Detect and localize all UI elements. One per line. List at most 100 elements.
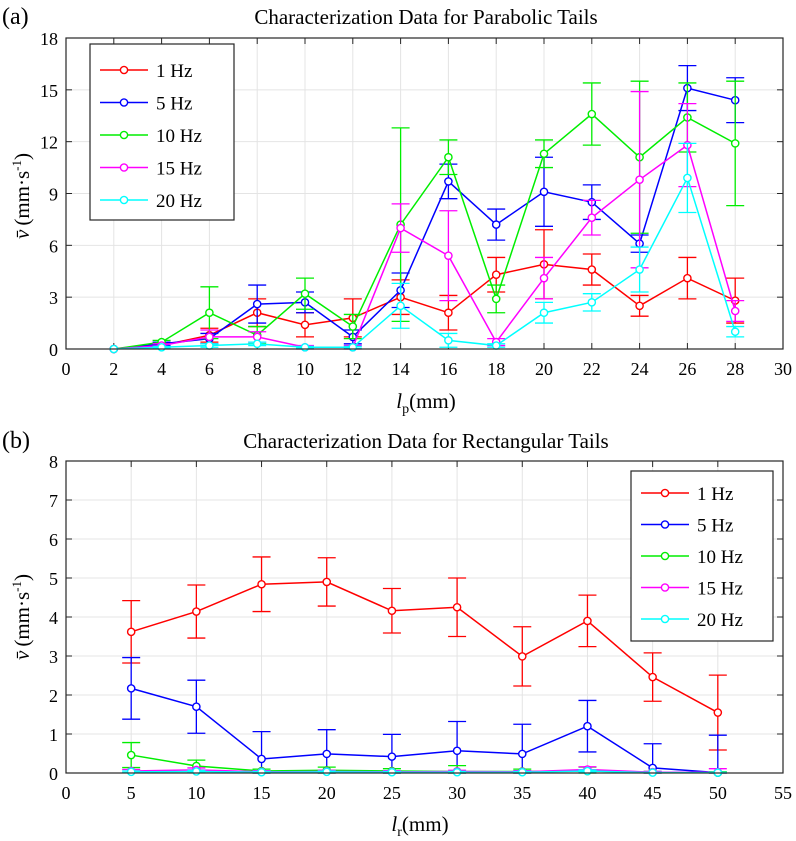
legend-label: 1 Hz [697,484,733,505]
legend-swatch-marker [119,65,129,75]
x-tick-label: 2 [109,359,118,379]
x-axis-label-a: lp(mm) [396,389,456,417]
x-tick-label: 20 [318,783,336,803]
chart-title-a: Characterization Data for Parabolic Tail… [254,5,597,29]
data-point [192,702,201,712]
x-tick-label: 12 [344,359,362,379]
y-tick-label: 8 [49,452,58,472]
x-tick-label: 10 [296,359,314,379]
panel-label-a: (a) [2,4,29,30]
data-point [252,299,262,309]
data-point [517,652,527,661]
data-point [257,579,266,589]
legend-a: 1 Hz 5 Hz 10 Hz 15 Hz 20 Hz [89,43,235,221]
data-point [583,721,592,731]
data-point [205,308,214,318]
legend-swatch-marker [119,98,129,107]
legend-item: 1 Hz [641,484,733,505]
y-axis-unit-exponent-a: -1 [9,160,24,171]
chart-title-b: Characterization Data for Rectangular Ta… [243,429,608,453]
legend-swatch-marker [119,195,129,205]
data-point [730,139,740,148]
y-tick-label: 0 [49,340,58,360]
data-point [300,320,310,330]
data-point [192,607,201,616]
y-axis-symbol-b: v̄ [10,650,34,660]
y-axis-unit-suffix-a: ) [10,153,34,160]
legend-swatch-marker [119,130,129,140]
data-point [517,749,527,759]
legend-item: 10 Hz [641,547,743,568]
legend-label: 20 Hz [156,191,202,212]
series-1hz [122,556,727,751]
x-tick-label: 0 [62,359,71,379]
data-point [126,627,136,637]
x-axis-subscript-b: r [397,825,402,840]
data-point [252,332,262,342]
legend-label: 5 Hz [697,516,733,537]
x-tick-label: 30 [774,359,792,379]
data-point [491,220,501,229]
y-tick-label: 15 [40,81,58,101]
x-axis-label-b: lr(mm) [391,812,448,840]
x-axis-subscript-a: p [402,402,409,417]
x-tick-label: 20 [535,359,553,379]
x-tick-label: 8 [253,359,262,379]
series-line [130,687,718,774]
x-tick-label: 35 [513,783,531,803]
series-line [113,175,736,350]
legend-item: 15 Hz [100,159,202,180]
x-tick-label: 28 [726,359,744,379]
series-line [113,113,736,350]
data-point [587,298,597,307]
data-point [491,270,501,280]
y-tick-label: 2 [49,686,58,706]
y-tick-label: 18 [40,29,58,49]
data-point [539,273,549,283]
x-tick-label: 0 [62,783,71,803]
legend-label: 20 Hz [697,610,743,631]
data-point [205,341,214,350]
y-tick-label: 3 [49,647,58,667]
data-point [444,177,453,186]
x-tick-label: 30 [448,783,466,803]
legend-label: 1 Hz [156,61,192,82]
data-point [322,577,332,587]
data-point [387,752,397,761]
data-point [683,273,692,283]
axes-frame [65,37,784,350]
y-tick-label: 5 [49,569,58,589]
data-point [730,306,740,316]
data-point [587,109,597,119]
panel-label-b: (b) [2,428,30,454]
data-point [635,175,644,184]
x-tick-label: 24 [631,359,649,379]
legend-item: 5 Hz [100,94,192,115]
data-point [683,173,692,183]
y-tick-label: 6 [49,530,58,550]
legend-swatch-marker [660,551,670,561]
data-point [539,187,549,197]
data-point [300,342,310,352]
y-tick-label: 1 [49,725,58,745]
data-point [205,332,214,342]
y-axis-unit-prefix-b: (mm·s [10,592,34,647]
series-line [130,581,719,714]
y-tick-label: 9 [49,185,58,205]
legend-swatch-marker [119,163,129,172]
data-point [257,754,266,764]
data-point [257,767,266,777]
legend-box [89,43,235,221]
series-15hz [109,90,745,354]
x-tick-label: 16 [439,359,457,379]
data-point [387,767,397,777]
y-axis-label-a: v̄ (mm·s-1) [9,153,34,239]
y-axis-unit-prefix-a: (mm·s [10,171,34,226]
data-point [452,746,462,756]
x-tick-label: 15 [253,783,271,803]
x-tick-label: 10 [187,783,205,803]
series-line [113,263,736,350]
axes-frame [65,460,784,774]
y-tick-label: 4 [49,608,58,628]
legend-item: 10 Hz [100,126,202,147]
